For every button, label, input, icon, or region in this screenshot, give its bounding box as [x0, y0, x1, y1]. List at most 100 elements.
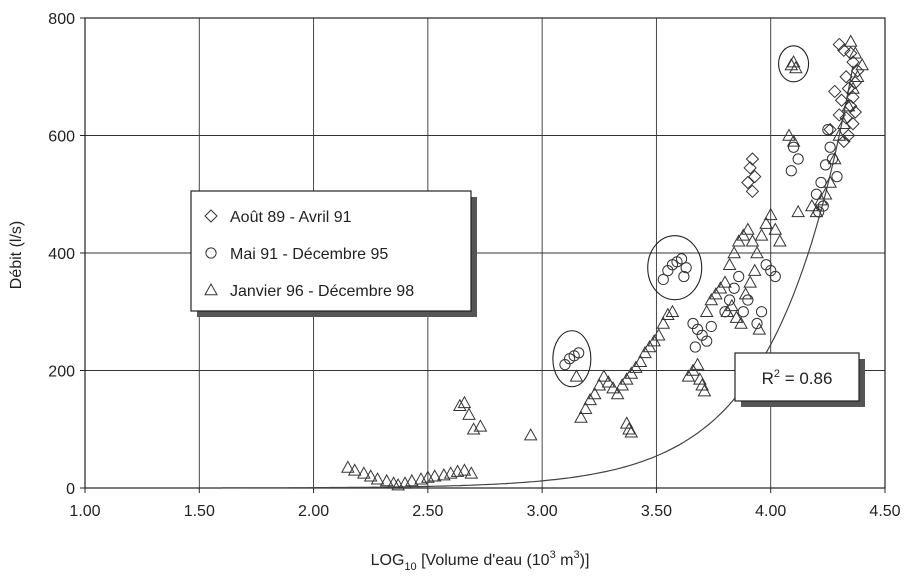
data-point-triangle	[606, 381, 620, 394]
data-point-triangle	[759, 216, 773, 229]
r-squared-annotation: R2 = 0.86	[734, 352, 865, 407]
data-point-triangle	[699, 304, 714, 318]
data-point-triangle	[457, 463, 472, 476]
data-point-triangle	[738, 287, 753, 300]
x-tick-label: 2.00	[298, 503, 329, 520]
data-point-circle	[728, 282, 740, 294]
data-point-triangle	[341, 460, 355, 473]
data-point-diamond	[743, 161, 757, 175]
data-point-triangle	[427, 469, 442, 482]
data-point-diamond	[844, 46, 858, 60]
data-point-triangle	[379, 473, 394, 487]
data-point-triangle	[846, 81, 860, 94]
data-point-triangle	[832, 128, 847, 141]
data-point-circle	[769, 270, 781, 283]
data-point-triangle	[773, 234, 787, 247]
data-point-circle	[680, 262, 692, 274]
data-point-triangle	[741, 222, 755, 235]
data-point-triangle	[823, 175, 837, 188]
data-point-diamond	[837, 134, 851, 149]
data-point-triangle	[624, 425, 639, 438]
data-point-triangle	[697, 384, 712, 397]
legend-marker-triangle	[204, 282, 218, 296]
data-point-triangle	[690, 357, 705, 370]
data-point-circle	[831, 171, 843, 183]
data-point-circle	[689, 341, 701, 353]
data-point-triangle	[843, 34, 858, 47]
data-point-triangle	[601, 375, 616, 388]
data-point-triangle	[597, 369, 611, 382]
data-point-triangle	[610, 386, 625, 400]
tick-labels: 1.00 1.50 2.00 2.50 3.00 3.50 4.00 4.50 0 200 400 6…	[48, 11, 900, 520]
legend-label: Janvier 96 - Décembre 98	[230, 283, 414, 300]
data-point-diamond	[839, 111, 853, 125]
y-tick-label: 400	[48, 246, 75, 263]
x-tick-label: 1.50	[184, 503, 215, 520]
data-point-triangle	[718, 275, 732, 288]
data-point-diamond	[832, 37, 846, 52]
data-point-triangle	[592, 378, 607, 391]
x-axis-label: LOG10 [Volume d'eau (103 m3)]	[371, 549, 590, 573]
data-point-diamond	[741, 175, 755, 190]
data-point-circle	[792, 153, 804, 165]
legend-items: Août 89 - Avril 91 Mai 91 - Décembre 95 Ja…	[204, 209, 414, 300]
data-point-circle	[785, 165, 797, 177]
y-tick-label: 0	[66, 481, 75, 498]
x-axis-label-superscript-2: 3	[573, 549, 579, 561]
r-squared-r: R	[762, 369, 774, 388]
legend-marker-circle	[205, 247, 217, 259]
data-point-triangle	[734, 316, 748, 329]
data-point-triangle	[661, 307, 675, 320]
data-point-triangle	[665, 304, 680, 318]
data-point-triangle	[791, 204, 805, 218]
legend: Août 89 - Avril 91 Mai 91 - Décembre 95 Ja…	[190, 190, 477, 317]
data-point-circle	[723, 294, 736, 306]
data-point-triangle	[587, 386, 602, 400]
data-points	[341, 34, 869, 491]
legend-marker-diamond	[204, 209, 218, 223]
x-axis-label-subscript: 10	[404, 561, 416, 573]
data-point-triangle	[786, 134, 801, 147]
data-point-triangle	[457, 395, 472, 409]
data-point-diamond	[823, 122, 837, 137]
data-point-triangle	[405, 473, 419, 487]
x-tick-label: 4.00	[755, 503, 786, 520]
data-point-triangle	[848, 46, 863, 59]
data-point-circle	[705, 320, 717, 333]
data-point-triangle	[789, 60, 803, 74]
data-point-triangle	[841, 99, 856, 112]
legend-label: Mai 91 - Décembre 95	[230, 246, 388, 263]
data-point-triangle	[633, 354, 648, 367]
data-point-triangle	[622, 422, 636, 435]
data-point-diamond	[846, 117, 860, 131]
data-point-triangle	[693, 372, 707, 385]
data-point-triangle	[818, 187, 833, 200]
data-point-diamond	[839, 70, 853, 84]
data-point-circle	[787, 141, 800, 153]
x-tick-label: 3.00	[527, 503, 558, 520]
data-point-circle	[822, 124, 834, 136]
data-point-triangle	[827, 151, 842, 165]
x-axis-label-end: )]	[580, 552, 590, 569]
highlight-ellipses	[552, 45, 810, 388]
data-point-triangle	[768, 222, 783, 235]
data-point-diamond	[828, 84, 842, 99]
data-point-circle	[751, 317, 763, 330]
x-axis-label-main: LOG	[371, 552, 405, 569]
data-point-diamond	[850, 64, 865, 78]
data-point-diamond	[841, 81, 856, 96]
data-point-circle	[733, 270, 745, 283]
x-axis-label-rest: [Volume d'eau (10	[417, 552, 550, 569]
x-axis-label-mid: m	[556, 552, 574, 569]
data-point-diamond	[841, 128, 856, 143]
data-point-circle	[657, 273, 669, 286]
data-point-triangle	[464, 466, 479, 479]
x-tick-label: 3.50	[641, 503, 672, 520]
data-point-triangle	[750, 245, 764, 259]
y-tick-label: 600	[48, 129, 75, 146]
data-point-triangle	[722, 257, 737, 271]
highlight-ellipse	[552, 330, 592, 388]
data-point-triangle	[462, 407, 476, 420]
data-point-triangle	[574, 410, 588, 423]
data-point-triangle	[466, 422, 481, 435]
